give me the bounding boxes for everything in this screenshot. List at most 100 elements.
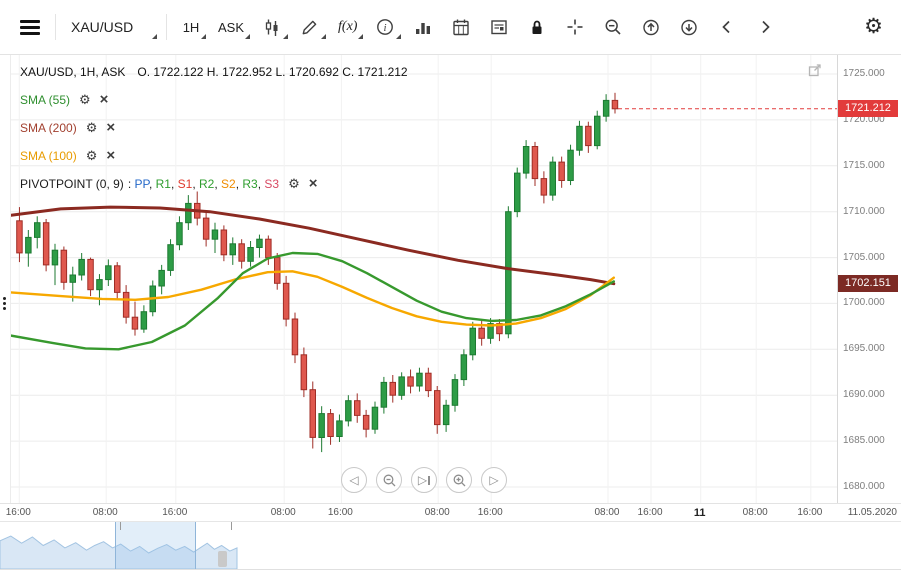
candle-up [469,321,476,361]
popout-icon [808,64,821,77]
indicator-sma100: SMA (100) ⚙ × [20,146,408,165]
candle-down [407,369,414,394]
close-icon[interactable]: × [106,146,116,164]
scroll-left-button[interactable] [709,11,746,43]
candle-up [211,222,219,253]
candle-up [158,264,165,295]
candle-down [327,409,334,445]
symbol-select[interactable]: XAU/USD [63,11,159,43]
pivot-r3: R3 [242,176,258,191]
timeframe-select[interactable]: 1H [174,11,208,43]
fx-icon: f(x) [338,19,358,34]
price-type-label: ASK [218,19,245,35]
candlestick-icon [265,19,278,36]
save-chart-button[interactable] [633,11,670,43]
zoom-in-chart-button[interactable] [446,467,472,493]
time-tick-label: 08:00 [92,507,118,518]
step-back-icon: ◁ [349,473,359,487]
info-button[interactable]: i [367,11,404,43]
price-type-select[interactable]: ASK [210,11,253,43]
pivot-r2: R2 [199,176,215,191]
navigator-scroll-handle[interactable] [218,551,227,567]
plot-area[interactable]: XAU/USD, 1H, ASK O. 1722.122 H. 1722.952… [10,55,838,503]
candle-down [291,312,299,364]
pivot-pp: PP [134,176,149,191]
lock-icon [532,20,542,34]
time-tick-label: 08:00 [742,507,768,518]
close-icon[interactable]: × [308,174,318,192]
step-back-button[interactable]: ◁ [341,467,367,493]
close-icon[interactable]: × [106,118,116,136]
candle-up [549,156,556,201]
price-tick-label: 1710.000 [843,205,885,217]
candle-up [380,376,388,414]
crosshair-button[interactable] [557,11,594,43]
price-tick-label: 1725.000 [843,68,885,79]
price-tick-label: 1720.000 [843,113,885,125]
candle-up [247,241,254,267]
candle-down [122,285,130,324]
close-icon[interactable]: × [99,90,109,108]
candle-down [362,409,370,438]
play-button[interactable]: ▷ [481,467,507,493]
sma200-line [11,205,616,286]
ohlc-readout: O. 1722.122 H. 1722.952 L. 1720.692 C. 1… [137,64,408,79]
last-price-tag: 1721.212 [838,99,898,117]
candle-up [505,206,512,339]
main-menu-button[interactable] [12,11,48,43]
panel-button[interactable] [481,11,518,43]
jump-to-end-button[interactable]: ▷ [411,467,437,493]
calendar-button[interactable] [443,11,480,43]
candle-up [105,259,112,286]
zoom-out-button[interactable] [595,11,632,43]
timeframe-label: 1H [182,19,200,35]
zoom-out-chart-button[interactable] [376,467,402,493]
lock-chart-button[interactable] [519,11,556,43]
axis-date-label: 11.05.2020 [847,507,897,518]
gear-icon: ⚙ [864,15,883,38]
price-tick-label: 1685.000 [843,435,885,447]
candle-up [398,372,405,400]
sma100-line [11,270,615,327]
price-tick-label: 1680.000 [843,481,885,492]
indicator-sma200: SMA (200) ⚙ × [20,118,408,137]
symbol-label: XAU/USD [71,19,134,35]
history-navigator[interactable] [0,521,901,570]
indicators-button[interactable]: f(x) [330,11,366,43]
candle-up [602,94,610,122]
settings-button[interactable]: ⚙ [856,11,891,43]
gear-icon[interactable]: ⚙ [79,91,91,107]
scroll-right-button[interactable] [747,11,784,43]
navigator-chart [0,535,238,569]
gear-icon[interactable]: ⚙ [85,147,98,163]
candle-down [585,121,592,153]
chart-canvas[interactable] [11,55,838,503]
sma55-line [11,251,615,351]
time-tick-label: 16:00 [327,507,353,518]
candle-down [131,301,139,336]
candle-up [416,367,423,392]
candle-down [496,319,503,342]
chart-title: XAU/USD, 1H, ASK [20,64,126,79]
volume-button[interactable] [405,11,442,43]
load-chart-button[interactable] [671,11,708,43]
candle-up [25,230,32,267]
navigator-selection[interactable] [115,522,196,569]
chart-toolbar: XAU/USD 1H ASK f(x) [0,0,901,54]
chart-type-button[interactable] [254,11,291,43]
candle-down [114,262,121,299]
panel-splitter-handle[interactable] [3,297,6,310]
gear-icon[interactable]: ⚙ [85,119,98,135]
draw-tools-button[interactable] [292,11,329,43]
time-axis[interactable]: 11.05.2020 16:00 08:00 16:00 08:00 16:00 08:0… [0,504,901,521]
time-tick-label: 11 [693,507,706,519]
toolbar-divider [55,14,56,40]
navigator-area [0,535,238,569]
gear-icon[interactable]: ⚙ [288,175,300,191]
price-axis[interactable]: 1721.212 1702.151 1725.000 1720.000 1715.0… [838,55,901,503]
candle-up [567,144,574,186]
popout-chart-button[interactable] [807,62,823,78]
candle-down [611,92,619,114]
panel-icon [491,20,508,35]
